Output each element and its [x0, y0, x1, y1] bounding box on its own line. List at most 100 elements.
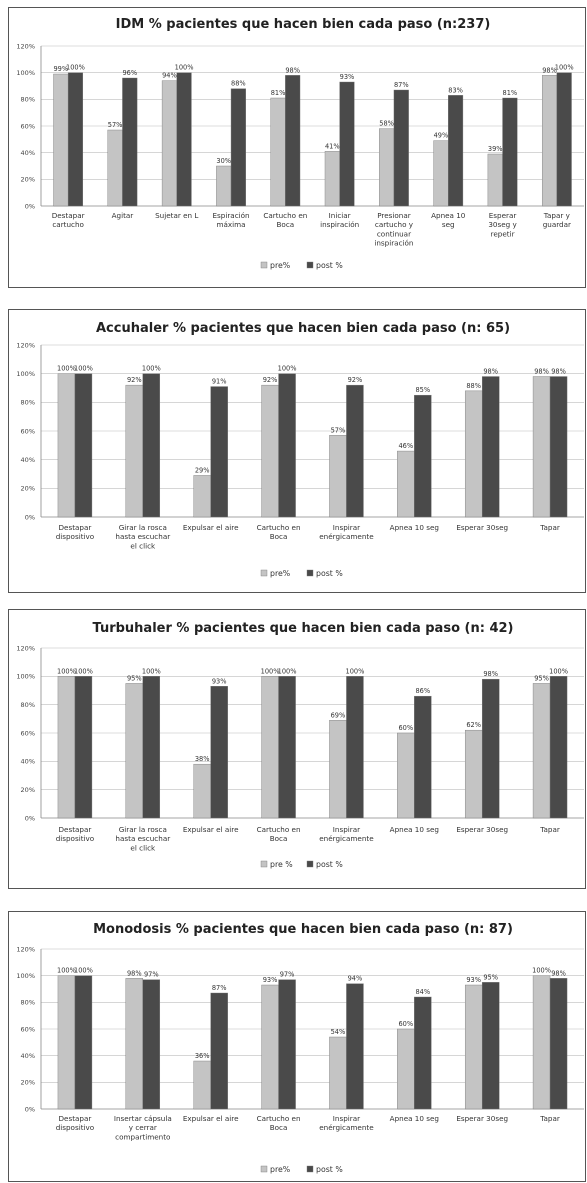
data-label: 95%	[534, 674, 549, 682]
x-tick-label: Destapar cartucho	[52, 211, 85, 229]
data-label: 98%	[534, 368, 549, 376]
legend-swatch-post	[306, 860, 314, 868]
bar-pre	[270, 97, 286, 207]
x-tick-label: Esperar 30seg y repetir	[488, 211, 517, 238]
data-label: 100%	[57, 667, 76, 675]
y-tick-label: 80%	[21, 399, 35, 407]
chart-panel-accuhaler: Accuhaler % pacientes que hacen bien cad…	[8, 309, 586, 593]
x-tick-label-line: Tapar	[539, 1114, 560, 1123]
data-label: 96%	[122, 69, 137, 77]
bar-post	[549, 978, 568, 1110]
x-tick-label-line: cartucho	[52, 220, 84, 229]
data-label: 98%	[483, 368, 498, 376]
x-tick-label-line: Inspirar	[333, 523, 360, 532]
data-label: 92%	[127, 376, 142, 384]
x-tick-label-line: dispositivo	[56, 1123, 94, 1132]
y-tick-label: 100%	[16, 69, 35, 77]
x-tick-label-line: Destapar	[52, 211, 85, 220]
data-label: 99%	[53, 65, 68, 73]
x-tick-label-line: Tapar y	[543, 211, 571, 220]
chart-panel-idm: IDM % pacientes que hacen bien cada paso…	[8, 7, 586, 288]
bar-pre	[125, 978, 144, 1110]
x-tick-label-line: Esperar 30seg	[456, 523, 508, 532]
data-label: 69%	[331, 711, 346, 719]
bar-post	[176, 72, 192, 207]
y-tick-label: 80%	[21, 701, 35, 709]
y-tick-label: 40%	[21, 758, 35, 766]
x-tick-label-line: y cerrar	[129, 1123, 157, 1132]
data-label: 98%	[551, 969, 566, 977]
y-tick-label: 0%	[25, 202, 35, 210]
x-tick-label: Agitar	[112, 211, 134, 220]
bar-post	[142, 676, 161, 819]
x-tick-label-line: Esperar 30seg	[456, 1114, 508, 1123]
x-tick-label: Iniciar inspiración	[320, 211, 359, 229]
bar-pre	[464, 984, 483, 1110]
x-tick-label-line: Apnea 10 seg	[390, 1114, 439, 1123]
y-tick-label: 0%	[25, 513, 35, 521]
x-tick-label-line: Apnea 10 seg	[390, 825, 439, 834]
x-tick-label: Destapar dispositivo	[56, 523, 94, 541]
data-label: 85%	[415, 386, 430, 394]
x-tick-label-line: inspiración	[320, 220, 359, 229]
bar-post	[346, 384, 364, 518]
legend-swatch-post	[306, 1165, 314, 1173]
y-tick-label: 120%	[16, 644, 35, 652]
bar-post	[481, 376, 500, 518]
legend-label-post: post %	[316, 261, 343, 270]
x-tick-label-line: enérgicamente	[319, 532, 374, 541]
y-tick-label: 120%	[16, 341, 35, 349]
bar-pre	[532, 683, 551, 819]
chart-accuhaler: Accuhaler % pacientes que hacen bien cad…	[16, 321, 584, 578]
bar-pre	[125, 683, 144, 819]
bar-post	[346, 676, 364, 819]
legend-label-post: post %	[316, 569, 343, 578]
x-tick-label: Inspirar enérgicamente	[319, 1114, 374, 1132]
x-tick-label-line: Presionar	[377, 211, 411, 220]
x-tick-label: Tapar	[539, 1114, 560, 1123]
bar-pre	[216, 165, 232, 207]
data-label: 87%	[394, 81, 409, 89]
data-label: 98%	[127, 969, 142, 977]
x-tick-label: Cartucho en Boca	[257, 825, 301, 843]
bar-post	[210, 686, 228, 819]
y-tick-label: 120%	[16, 945, 35, 953]
x-tick-label-line: Tapar	[539, 825, 560, 834]
x-tick-label-line: máxima	[217, 220, 246, 229]
x-tick-label: Esperar 30seg	[456, 1114, 508, 1123]
x-tick-label-line: seg	[442, 220, 455, 229]
data-label: 30%	[216, 157, 231, 165]
x-tick-label-line: Esperar 30seg	[456, 825, 508, 834]
y-tick-label: 20%	[21, 176, 35, 184]
data-label: 81%	[271, 89, 286, 97]
x-tick-label-line: Destapar	[59, 825, 92, 834]
y-tick-label: 20%	[21, 786, 35, 794]
bar-post	[549, 376, 568, 518]
bar-post	[74, 373, 93, 518]
data-label: 91%	[212, 378, 227, 386]
bar-pre	[532, 376, 551, 518]
y-tick-label: 80%	[21, 999, 35, 1007]
bar-pre	[193, 475, 211, 518]
x-tick-label: Apnea 10 seg	[431, 211, 466, 229]
data-label: 88%	[231, 80, 246, 88]
x-tick-label-line: Inspirar	[333, 1114, 360, 1123]
bar-post	[285, 75, 301, 207]
x-tick-label-line: enérgicamente	[319, 834, 374, 843]
x-tick-label-line: Esperar	[489, 211, 517, 220]
bar-pre	[324, 151, 340, 207]
x-tick-label: Girar la rosca hasta escuchar el click	[115, 825, 170, 852]
x-tick-label-line: cartucho y	[375, 220, 414, 229]
bar-pre	[57, 373, 76, 518]
y-tick-label: 20%	[21, 485, 35, 493]
x-tick-label-line: el click	[130, 541, 156, 550]
data-label: 88%	[466, 382, 481, 390]
x-tick-label-line: Boca	[270, 1123, 288, 1132]
bar-post	[448, 95, 464, 207]
x-tick-label-line: Destapar	[59, 523, 92, 532]
y-tick-label: 0%	[25, 1105, 35, 1113]
chart-turbuhaler: Turbuhaler % pacientes que hacen bien ca…	[16, 621, 584, 869]
bar-pre	[464, 729, 483, 819]
data-label: 92%	[348, 376, 363, 384]
x-tick-label-line: Apnea 10 seg	[390, 523, 439, 532]
